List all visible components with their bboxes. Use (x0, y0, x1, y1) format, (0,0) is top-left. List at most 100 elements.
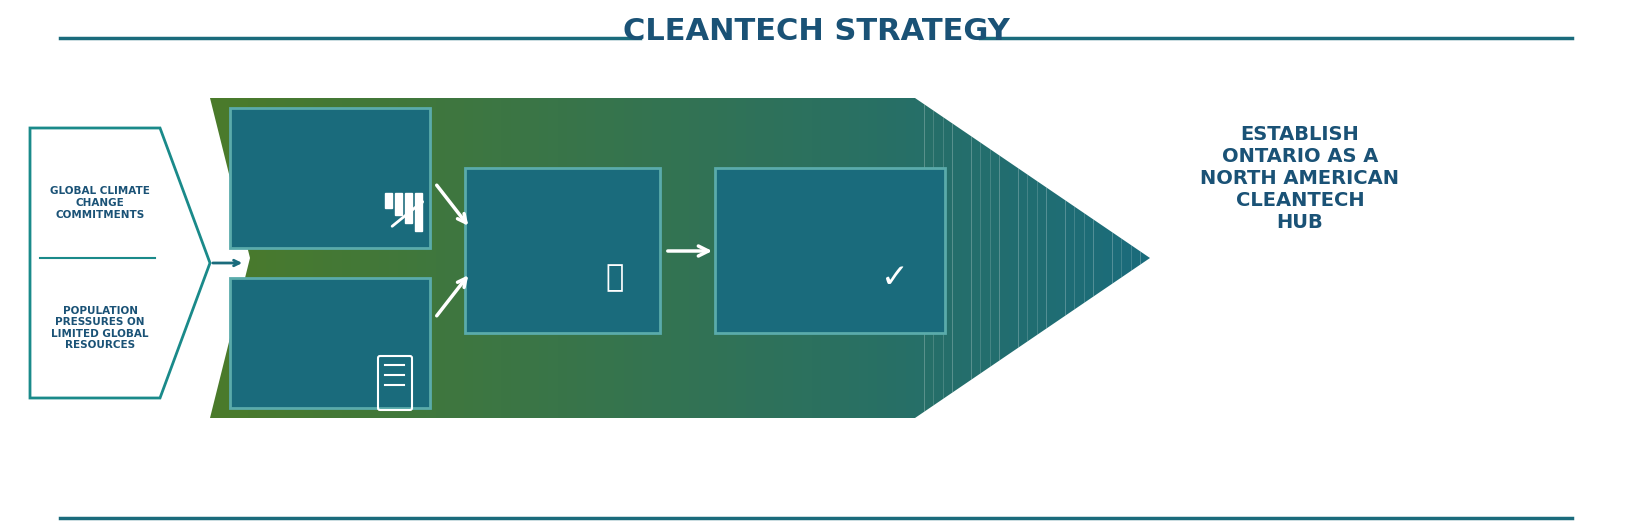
Polygon shape (256, 98, 266, 418)
Polygon shape (295, 98, 304, 418)
FancyBboxPatch shape (230, 278, 429, 408)
Polygon shape (313, 98, 323, 418)
Text: REGULATORY
MODERNIZATION: REGULATORY MODERNIZATION (240, 298, 353, 326)
Polygon shape (408, 98, 416, 418)
FancyBboxPatch shape (465, 168, 659, 333)
Polygon shape (961, 130, 971, 386)
Text: 💡: 💡 (605, 263, 623, 293)
Polygon shape (651, 98, 661, 418)
Bar (385, 193, 392, 208)
Polygon shape (756, 98, 765, 418)
Polygon shape (388, 98, 398, 418)
Polygon shape (906, 98, 916, 418)
Text: ✓: ✓ (881, 261, 909, 295)
Polygon shape (811, 98, 821, 418)
Polygon shape (1009, 162, 1018, 354)
Polygon shape (463, 98, 473, 418)
FancyBboxPatch shape (230, 108, 429, 248)
Polygon shape (999, 156, 1009, 361)
Polygon shape (726, 98, 736, 418)
Text: ADOPTION AND
PROCUREMENT: ADOPTION AND PROCUREMENT (725, 188, 827, 216)
Polygon shape (605, 98, 614, 418)
Text: POPULATION
PRESSURES ON
LIMITED GLOBAL
RESOURCES: POPULATION PRESSURES ON LIMITED GLOBAL R… (51, 306, 149, 351)
Polygon shape (539, 98, 548, 418)
Polygon shape (238, 98, 248, 418)
Polygon shape (426, 98, 436, 418)
Polygon shape (953, 124, 961, 392)
Polygon shape (1028, 175, 1038, 341)
Polygon shape (736, 98, 746, 418)
Polygon shape (341, 98, 351, 418)
Polygon shape (858, 98, 868, 418)
Polygon shape (1075, 207, 1084, 309)
Polygon shape (473, 98, 483, 418)
Polygon shape (1084, 213, 1093, 303)
Polygon shape (286, 98, 295, 418)
Bar (405, 193, 411, 223)
Polygon shape (708, 98, 718, 418)
Polygon shape (671, 98, 681, 418)
Polygon shape (576, 98, 586, 418)
Bar (395, 193, 401, 215)
Polygon shape (1038, 181, 1046, 335)
Polygon shape (1066, 201, 1075, 316)
Polygon shape (971, 136, 981, 380)
Polygon shape (1056, 194, 1066, 322)
Polygon shape (568, 98, 576, 418)
Polygon shape (793, 98, 803, 418)
Polygon shape (1113, 232, 1121, 284)
Polygon shape (1046, 187, 1056, 328)
Polygon shape (698, 98, 708, 418)
Polygon shape (1121, 239, 1131, 277)
Polygon shape (633, 98, 643, 418)
Polygon shape (454, 98, 463, 418)
Polygon shape (370, 98, 379, 418)
Polygon shape (491, 98, 501, 418)
Text: ACCESS
TO CAPITAL: ACCESS TO CAPITAL (475, 188, 552, 216)
Polygon shape (868, 98, 878, 418)
Polygon shape (351, 98, 361, 418)
Polygon shape (586, 98, 596, 418)
Polygon shape (596, 98, 605, 418)
Polygon shape (924, 105, 934, 412)
Polygon shape (661, 98, 671, 418)
Polygon shape (219, 98, 228, 418)
Bar (415, 193, 423, 231)
Polygon shape (981, 143, 991, 373)
Polygon shape (783, 98, 793, 418)
Polygon shape (774, 98, 783, 418)
Polygon shape (614, 98, 623, 418)
Polygon shape (436, 98, 446, 418)
Polygon shape (821, 98, 831, 418)
Polygon shape (1018, 168, 1028, 347)
Polygon shape (934, 111, 943, 405)
Polygon shape (916, 98, 924, 418)
Polygon shape (991, 149, 999, 367)
Polygon shape (379, 98, 388, 418)
Polygon shape (831, 98, 840, 418)
Polygon shape (29, 128, 211, 398)
Polygon shape (558, 98, 568, 418)
Polygon shape (304, 98, 313, 418)
Polygon shape (333, 98, 341, 418)
Polygon shape (765, 98, 774, 418)
Polygon shape (1093, 220, 1103, 296)
Polygon shape (718, 98, 726, 418)
Polygon shape (483, 98, 491, 418)
Polygon shape (416, 98, 426, 418)
Polygon shape (689, 98, 698, 418)
FancyBboxPatch shape (715, 168, 945, 333)
Polygon shape (623, 98, 633, 418)
Polygon shape (1131, 245, 1141, 271)
Text: GLOBAL CLIMATE
CHANGE
COMMITMENTS: GLOBAL CLIMATE CHANGE COMMITMENTS (51, 186, 150, 220)
Text: ESTABLISH
ONTARIO AS A
NORTH AMERICAN
CLEANTECH
HUB: ESTABLISH ONTARIO AS A NORTH AMERICAN CL… (1201, 125, 1400, 231)
Polygon shape (276, 98, 286, 418)
Polygon shape (886, 98, 896, 418)
Polygon shape (548, 98, 558, 418)
Polygon shape (248, 98, 256, 418)
Polygon shape (849, 98, 858, 418)
Polygon shape (746, 98, 756, 418)
Polygon shape (878, 98, 886, 418)
Text: CLEANTECH STRATEGY: CLEANTECH STRATEGY (623, 17, 1009, 46)
Polygon shape (446, 98, 454, 418)
